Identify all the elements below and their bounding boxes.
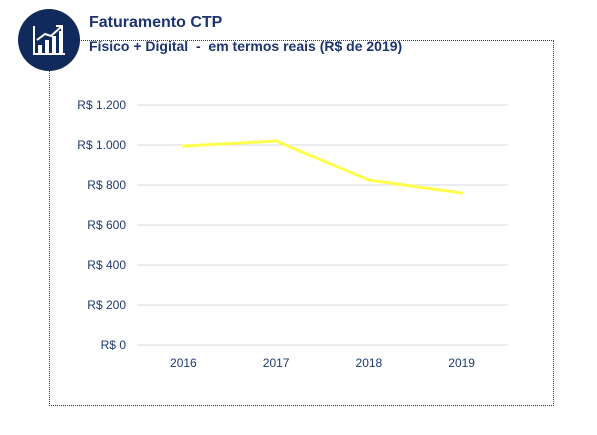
growth-chart-icon xyxy=(33,25,65,55)
page-subtitle: Físico + Digital - em termos reais (R$ d… xyxy=(89,38,403,54)
y-tick-label: R$ 0 xyxy=(101,338,127,352)
chart-series xyxy=(181,139,464,195)
y-tick-label: R$ 400 xyxy=(87,258,126,272)
y-tick-label: R$ 1.200 xyxy=(77,98,126,112)
chart-grid xyxy=(137,104,508,346)
x-tick-label: 2017 xyxy=(263,356,290,370)
page-title: Faturamento CTP xyxy=(89,14,223,31)
header-badge xyxy=(18,9,80,71)
y-tick-label: R$ 1.000 xyxy=(77,138,126,152)
x-axis-ticks: 2016 2017 2018 2019 xyxy=(170,356,475,370)
x-tick-label: 2018 xyxy=(356,356,383,370)
series-line xyxy=(181,139,464,195)
y-axis-ticks: R$ 0 R$ 200 R$ 400 R$ 600 R$ 800 R$ 1.000 R$ 1… xyxy=(77,98,126,352)
y-tick-label: R$ 600 xyxy=(87,218,126,232)
x-tick-label: 2016 xyxy=(170,356,197,370)
y-tick-label: R$ 200 xyxy=(87,298,126,312)
y-tick-label: R$ 800 xyxy=(87,178,126,192)
chart-frame xyxy=(49,40,554,406)
x-tick-label: 2019 xyxy=(448,356,475,370)
